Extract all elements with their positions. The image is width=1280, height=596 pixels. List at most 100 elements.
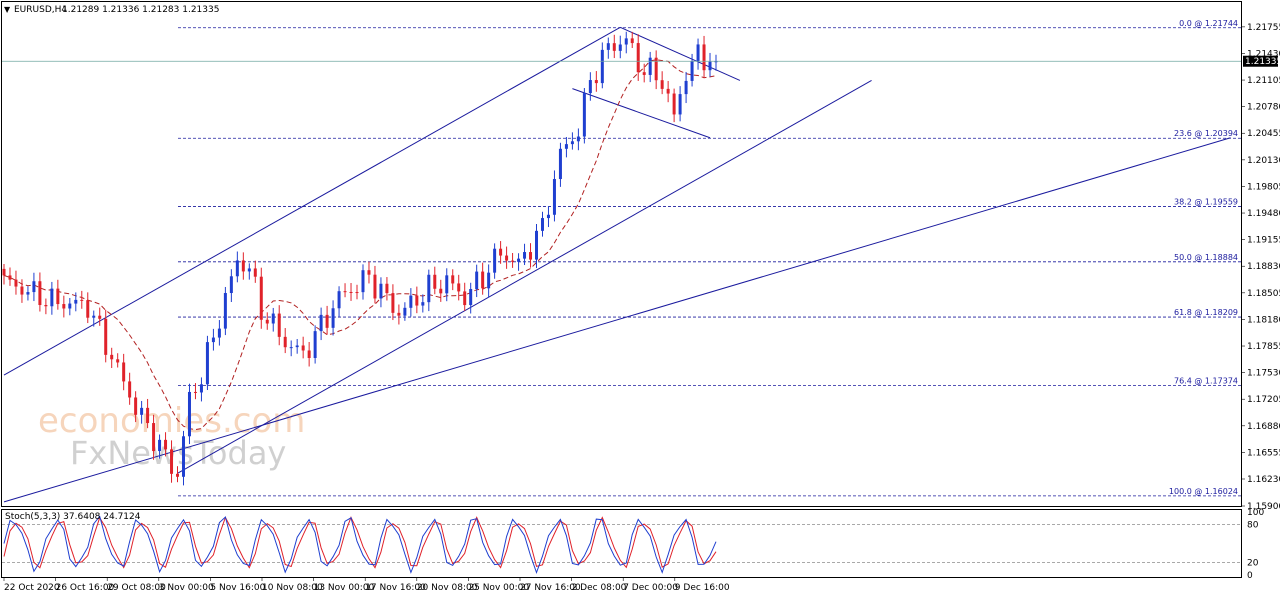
time-tick-label: 26 Oct 16:00	[56, 583, 115, 593]
candle-body	[86, 300, 90, 318]
candle-body	[361, 270, 365, 293]
candle-body	[648, 57, 652, 75]
candle-body	[92, 315, 96, 318]
time-tick-label: 2 Dec 08:00	[572, 583, 627, 593]
candle-body	[181, 436, 185, 477]
candle-body	[708, 61, 712, 71]
candle-body	[511, 260, 515, 262]
candle-body	[271, 313, 275, 324]
trendline-upper-channel[interactable]	[3, 26, 621, 376]
candle-body	[505, 255, 509, 261]
candle-body	[517, 258, 521, 262]
candle-body	[588, 80, 592, 94]
time-tick-label: 27 Nov 16:00	[520, 583, 581, 593]
candle-body	[606, 43, 610, 50]
price-tick-label: 1.19480	[1247, 209, 1280, 219]
candle-body	[660, 80, 664, 89]
time-tick-label: 29 Oct 08:00	[107, 583, 166, 593]
candle-body	[373, 274, 377, 299]
candle-body	[289, 347, 293, 349]
fib-level-label: 61.8 @ 1.18209	[1174, 308, 1238, 317]
candle-body	[80, 299, 84, 301]
main-pane-frame	[1, 1, 1242, 507]
candle-body	[672, 93, 676, 115]
candle-body	[277, 313, 281, 337]
candle-body	[636, 43, 640, 73]
candle-body	[50, 288, 54, 307]
fib-level-label: 23.6 @ 1.20394	[1174, 129, 1238, 138]
candle-body	[211, 337, 215, 343]
price-tick-label: 1.19805	[1247, 182, 1280, 192]
time-tick-label: 3 Nov 00:00	[159, 583, 214, 593]
candle-body	[630, 38, 634, 44]
ohlc-values: 1.21289 1.21336 1.21283 1.21335	[62, 5, 219, 15]
stoch-axis-label: 100	[1247, 508, 1264, 518]
price-tick-label: 1.16230	[1247, 475, 1280, 485]
trendline-flag-lower[interactable]	[572, 88, 711, 139]
candle-body	[451, 275, 455, 284]
candle-body	[205, 342, 209, 385]
candle-body	[44, 305, 48, 307]
candle-body	[170, 449, 174, 474]
price-tick-label: 1.20455	[1247, 129, 1280, 139]
candle-body	[164, 439, 168, 450]
trendline-flag-upper[interactable]	[620, 26, 741, 81]
candle-body	[642, 72, 646, 75]
candle-body	[8, 275, 12, 280]
candle-body	[463, 291, 467, 306]
dropdown-triangle-icon[interactable]: ▼	[4, 5, 11, 14]
candle-body	[409, 295, 413, 308]
candle-body	[523, 252, 527, 259]
candle-body	[349, 291, 353, 293]
candle-body	[343, 291, 347, 293]
candle-body	[20, 286, 24, 295]
trendline-lower-channel[interactable]	[177, 80, 872, 474]
fib-level-label: 76.4 @ 1.17374	[1174, 376, 1238, 385]
time-tick-label: 17 Nov 16:00	[365, 583, 426, 593]
candle-body	[253, 268, 257, 277]
candle-body	[199, 384, 203, 393]
candle-body	[319, 314, 323, 332]
candle-body	[421, 302, 425, 306]
trendline-long-support[interactable]	[3, 137, 1231, 503]
candle-body	[427, 274, 431, 303]
stoch-main-line	[3, 515, 717, 574]
stoch-signal-line	[3, 516, 717, 569]
price-tick-label: 1.18505	[1247, 289, 1280, 299]
watermark-economies: economies.com	[38, 401, 305, 441]
candle-body	[594, 80, 598, 84]
ma-line[interactable]	[3, 59, 717, 431]
stoch-axis-label: 80	[1247, 521, 1259, 531]
price-tick-label: 1.18180	[1247, 315, 1280, 325]
candle-body	[187, 391, 191, 437]
price-tick-label: 1.17855	[1247, 342, 1280, 352]
time-tick-label: 7 Dec 00:00	[623, 583, 678, 593]
candle-body	[391, 293, 395, 313]
time-tick-label: 10 Nov 08:00	[262, 583, 323, 593]
candle-body	[56, 288, 60, 305]
watermark-fxnewstoday: FxNewsToday	[70, 434, 286, 472]
time-tick-label: 22 Oct 2020	[4, 583, 60, 593]
candle-body	[487, 272, 491, 289]
fib-level-label: 38.2 @ 1.19559	[1174, 198, 1238, 207]
candle-body	[38, 281, 42, 306]
candle-body	[415, 295, 419, 306]
candle-body	[193, 391, 197, 393]
candle-body	[529, 252, 533, 260]
candle-body	[355, 292, 359, 294]
candle-body	[295, 345, 299, 348]
candle-body	[690, 61, 694, 81]
candle-body	[684, 80, 688, 95]
candle-body	[62, 304, 66, 309]
stoch-axis-label: 20	[1247, 558, 1259, 568]
candle-body	[14, 279, 18, 287]
candle-body	[229, 276, 233, 294]
candle-body	[385, 283, 389, 294]
candle-body	[535, 230, 539, 260]
stoch-axis-label: 0	[1247, 571, 1253, 581]
candle-body	[702, 44, 706, 71]
stochastic-label: Stoch(5,3,3) 37.6408 24.7124	[5, 512, 141, 522]
candle-body	[564, 144, 568, 149]
